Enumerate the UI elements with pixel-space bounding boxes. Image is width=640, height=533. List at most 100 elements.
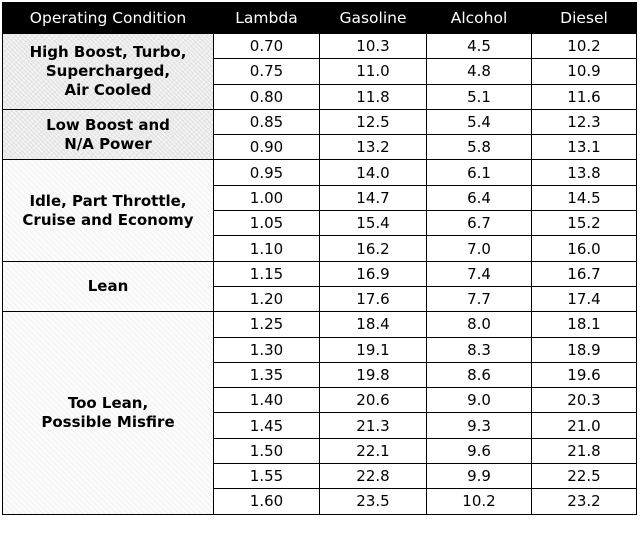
diesel-cell: 15.2 (531, 210, 637, 237)
operating-condition-cell: High Boost, Turbo, Supercharged, Air Coole… (2, 33, 214, 110)
air-fuel-ratio-table: Operating Condition Lambda Gasoline Alco… (2, 2, 637, 515)
table-row: Too Lean, Possible Misfire 1.25 18.4 8.0 18.1 (2, 311, 637, 515)
alcohol-cell: 6.7 (426, 210, 532, 237)
table-row: 1.60 23.5 10.2 23.2 (3, 488, 637, 515)
operating-condition-line: Cruise and Economy (22, 210, 194, 229)
diesel-cell: 23.2 (531, 488, 637, 515)
operating-condition-line: Possible Misfire (41, 412, 175, 431)
table-row: 1.05 15.4 6.7 15.2 (3, 210, 637, 237)
gasoline-cell: 11.0 (319, 58, 427, 85)
gasoline-cell: 20.6 (319, 387, 427, 414)
header-lambda: Lambda (213, 2, 320, 34)
gasoline-cell: 21.3 (319, 412, 427, 439)
lambda-cell: 1.10 (213, 235, 320, 262)
gasoline-cell: 17.6 (319, 285, 427, 313)
alcohol-cell: 5.8 (426, 134, 532, 161)
lambda-cell: 0.95 (213, 159, 320, 186)
operating-condition-line: Supercharged, (45, 61, 171, 80)
gasoline-cell: 16.9 (319, 260, 427, 287)
table-header-row: Operating Condition Lambda Gasoline Alco… (2, 2, 637, 34)
alcohol-cell: 5.1 (426, 83, 532, 110)
lambda-cell: 0.85 (213, 108, 320, 136)
operating-condition-line: Idle, Part Throttle, (29, 191, 187, 210)
lambda-cell: 0.75 (213, 58, 320, 85)
operating-condition-cell: Low Boost and N/A Power (2, 108, 214, 161)
table-row: Lean 1.15 16.9 7.4 16.7 (2, 260, 637, 313)
gasoline-cell: 11.8 (319, 83, 427, 110)
table-row: Idle, Part Throttle, Cruise and Economy 0.… (2, 159, 637, 262)
alcohol-cell: 10.2 (426, 488, 532, 515)
lambda-cell: 0.90 (213, 134, 320, 161)
diesel-cell: 22.5 (531, 463, 637, 490)
lambda-cell: 1.40 (213, 387, 320, 414)
diesel-cell: 21.0 (531, 412, 637, 439)
lambda-cell: 1.05 (213, 210, 320, 237)
alcohol-cell: 9.9 (426, 463, 532, 490)
gasoline-cell: 14.7 (319, 184, 427, 212)
table-row: 1.55 22.8 9.9 22.5 (3, 463, 637, 490)
gasoline-cell: 23.5 (319, 488, 427, 515)
table-row: 1.30 19.1 8.3 18.9 (3, 336, 637, 363)
table-row: Low Boost and N/A Power 0.85 12.5 5.4 12.3 (2, 108, 637, 161)
header-diesel: Diesel (531, 2, 637, 34)
operating-condition-cell: Too Lean, Possible Misfire (2, 311, 214, 515)
lambda-cell: 0.70 (213, 32, 320, 60)
alcohol-cell: 8.3 (426, 336, 532, 363)
alcohol-cell: 8.6 (426, 361, 532, 389)
gasoline-cell: 19.8 (319, 361, 427, 389)
diesel-cell: 20.3 (531, 387, 637, 414)
header-operating-condition: Operating Condition (2, 2, 214, 34)
gasoline-cell: 22.1 (319, 437, 427, 465)
table-row: 1.10 16.2 7.0 16.0 (3, 235, 637, 262)
lambda-cell: 1.45 (213, 412, 320, 439)
diesel-cell: 18.9 (531, 336, 637, 363)
gasoline-cell: 15.4 (319, 210, 427, 237)
lambda-cell: 0.80 (213, 83, 320, 110)
diesel-cell: 16.7 (531, 260, 637, 287)
operating-condition-cell: Lean (2, 260, 214, 313)
alcohol-cell: 6.1 (426, 159, 532, 186)
table-row: 0.75 11.0 4.8 10.9 (3, 58, 637, 85)
operating-condition-line: Lean (87, 276, 129, 295)
operating-condition-cell: Idle, Part Throttle, Cruise and Economy (2, 159, 214, 262)
diesel-cell: 18.1 (531, 311, 637, 338)
gasoline-cell: 14.0 (319, 159, 427, 186)
alcohol-cell: 7.4 (426, 260, 532, 287)
table-row: 1.45 21.3 9.3 21.0 (3, 412, 637, 439)
alcohol-cell: 9.0 (426, 387, 532, 414)
diesel-cell: 10.9 (531, 58, 637, 85)
gasoline-cell: 16.2 (319, 235, 427, 262)
gasoline-cell: 19.1 (319, 336, 427, 363)
alcohol-cell: 6.4 (426, 184, 532, 212)
diesel-cell: 11.6 (531, 83, 637, 110)
diesel-cell: 16.0 (531, 235, 637, 262)
operating-condition-line: Low Boost and (46, 115, 170, 134)
alcohol-cell: 4.8 (426, 58, 532, 85)
table-row: 0.90 13.2 5.8 13.1 (3, 134, 637, 161)
gasoline-cell: 10.3 (319, 32, 427, 60)
table-row: 1.50 22.1 9.6 21.8 (3, 437, 637, 465)
diesel-cell: 13.8 (531, 159, 637, 186)
diesel-cell: 19.6 (531, 361, 637, 389)
diesel-cell: 17.4 (531, 285, 637, 313)
diesel-cell: 13.1 (531, 134, 637, 161)
lambda-cell: 1.30 (213, 336, 320, 363)
alcohol-cell: 5.4 (426, 108, 532, 136)
lambda-cell: 1.50 (213, 437, 320, 465)
operating-condition-line: Too Lean, (67, 393, 149, 412)
lambda-cell: 1.35 (213, 361, 320, 389)
operating-condition-line: Air Cooled (64, 80, 152, 99)
diesel-cell: 21.8 (531, 437, 637, 465)
diesel-cell: 12.3 (531, 108, 637, 136)
table-row: 0.80 11.8 5.1 11.6 (3, 83, 637, 110)
header-alcohol: Alcohol (426, 2, 532, 34)
lambda-cell: 1.00 (213, 184, 320, 212)
alcohol-cell: 9.6 (426, 437, 532, 465)
lambda-cell: 1.60 (213, 488, 320, 515)
gasoline-cell: 13.2 (319, 134, 427, 161)
operating-condition-line: High Boost, Turbo, (29, 42, 187, 61)
header-gasoline: Gasoline (319, 2, 427, 34)
alcohol-cell: 8.0 (426, 311, 532, 338)
gasoline-cell: 18.4 (319, 311, 427, 338)
table-body: High Boost, Turbo, Supercharged, Air Coole… (2, 32, 637, 515)
